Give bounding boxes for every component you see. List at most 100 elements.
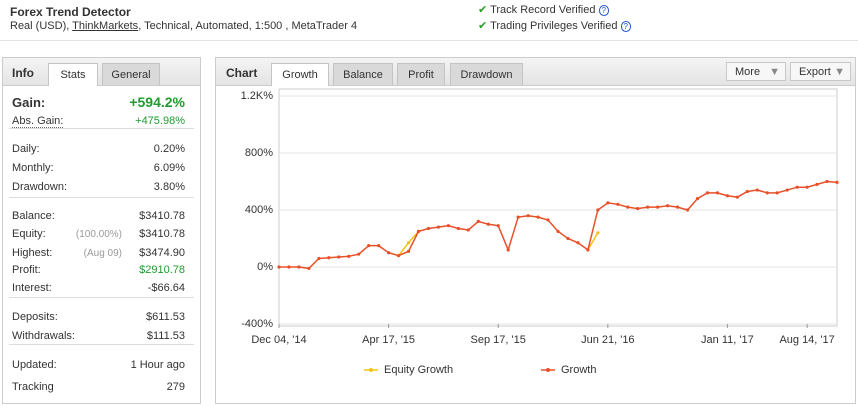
tab[interactable]: General xyxy=(102,63,160,85)
legend-label: Equity Growth xyxy=(384,364,453,376)
y-tick-label: 800% xyxy=(245,147,273,159)
data-point xyxy=(396,254,401,258)
separator xyxy=(9,297,194,298)
series-line xyxy=(279,180,838,270)
data-point xyxy=(675,205,680,209)
stat-value: 6.09% xyxy=(153,162,185,174)
tab[interactable]: Growth xyxy=(271,63,329,86)
data-point xyxy=(337,255,341,259)
legend-label: Growth xyxy=(561,364,596,376)
stat-note: (Aug 09) xyxy=(83,248,122,259)
data-point xyxy=(685,208,690,212)
more-button[interactable]: More ▼ xyxy=(726,62,786,81)
stat-value: $3410.78 xyxy=(139,210,185,222)
data-point xyxy=(277,265,281,269)
stat-label: Equity: xyxy=(12,228,46,240)
stat-value: 1 Hour ago xyxy=(130,359,185,371)
stat-label: Deposits: xyxy=(12,311,58,323)
chart: -400% 0% 400% 800% 1.2K% Dec 04, '14 Apr 17, '… xyxy=(241,88,839,376)
stat-value: $3474.90 xyxy=(139,247,185,259)
data-point xyxy=(297,265,301,269)
x-tick-label: Jun 21, '16 xyxy=(581,334,634,346)
y-tick-label: -400% xyxy=(241,318,273,330)
stat-label: Drawdown: xyxy=(12,181,68,193)
tab[interactable]: Profit xyxy=(397,63,445,85)
separator xyxy=(9,128,194,129)
x-tick-label: Apr 17, '15 xyxy=(362,334,415,346)
tab[interactable]: Balance xyxy=(333,63,393,85)
data-point xyxy=(566,236,570,241)
data-point xyxy=(526,214,530,218)
data-point xyxy=(825,179,829,184)
stat-label: Tracking xyxy=(12,381,54,393)
data-point xyxy=(367,244,371,248)
badge: ✔ Trading Privileges Verified ? xyxy=(478,19,631,32)
stat-value: $3410.78 xyxy=(139,228,185,240)
data-point xyxy=(416,229,421,233)
data-point xyxy=(516,215,520,219)
separator xyxy=(9,344,194,345)
chart-panel: Chart Growth Balance Profit Drawdown Mor… xyxy=(215,57,856,404)
legend-marker xyxy=(369,368,373,372)
data-point xyxy=(616,202,620,206)
data-point xyxy=(636,206,640,211)
data-point xyxy=(596,208,600,212)
data-point xyxy=(307,266,311,271)
series-line xyxy=(587,232,599,251)
button-text: More xyxy=(735,66,761,78)
badge-text: Trading Privileges Verified xyxy=(490,20,618,32)
tab-strip xyxy=(3,58,200,86)
y-tick-label: 1.2K% xyxy=(241,90,274,102)
stat-note: (100.00%) xyxy=(75,229,122,240)
broker-link[interactable]: ThinkMarkets xyxy=(72,20,139,32)
data-point xyxy=(626,205,630,209)
stat-label: Updated: xyxy=(12,359,57,371)
stat-value: -$66.64 xyxy=(147,282,185,294)
detail: Real (USD), xyxy=(10,20,73,32)
data-point xyxy=(586,248,590,252)
data-point xyxy=(705,191,710,195)
stat-value: +475.98% xyxy=(135,115,185,127)
panel-label: Chart xyxy=(226,66,258,80)
data-point xyxy=(775,191,779,195)
data-point xyxy=(835,180,839,184)
stat-label: Interest: xyxy=(12,282,52,294)
tab[interactable]: Stats xyxy=(48,63,98,86)
legend-marker xyxy=(546,368,550,372)
stat-value: 279 xyxy=(166,381,185,393)
data-point xyxy=(765,191,769,195)
data-point xyxy=(347,254,351,258)
data-point xyxy=(735,195,739,199)
separator xyxy=(9,197,194,198)
data-point xyxy=(596,231,600,235)
export-button[interactable]: Export ▼ xyxy=(790,62,851,81)
badge: ✔ Track Record Verified ? xyxy=(478,3,609,16)
stat-label: Monthly: xyxy=(12,162,54,174)
data-point xyxy=(795,185,799,189)
data-point xyxy=(506,248,510,252)
data-point xyxy=(745,189,749,194)
stat-value: $611.53 xyxy=(146,311,185,323)
stat-label: Withdrawals: xyxy=(12,330,75,342)
data-point xyxy=(317,256,321,261)
stat-label: Daily: xyxy=(12,143,40,155)
tab[interactable]: Drawdown xyxy=(450,63,523,85)
system-title: Forex Trend Detector xyxy=(10,5,131,19)
stat-value: 3.80% xyxy=(153,181,185,193)
data-point xyxy=(327,256,331,260)
data-point xyxy=(377,244,381,248)
data-point xyxy=(446,224,450,228)
data-point xyxy=(695,197,700,201)
data-point xyxy=(406,249,411,253)
data-point xyxy=(546,218,550,222)
data-point xyxy=(815,182,819,186)
stat-label: Abs. Gain: xyxy=(12,115,64,128)
data-point xyxy=(287,265,291,269)
stat-label: Highest: xyxy=(12,247,53,259)
data-point xyxy=(576,241,580,245)
data-point xyxy=(646,205,650,209)
x-tick-label: Jan 11, '17 xyxy=(701,334,754,346)
stat-value: $2910.78 xyxy=(139,264,185,276)
data-point xyxy=(805,185,809,189)
